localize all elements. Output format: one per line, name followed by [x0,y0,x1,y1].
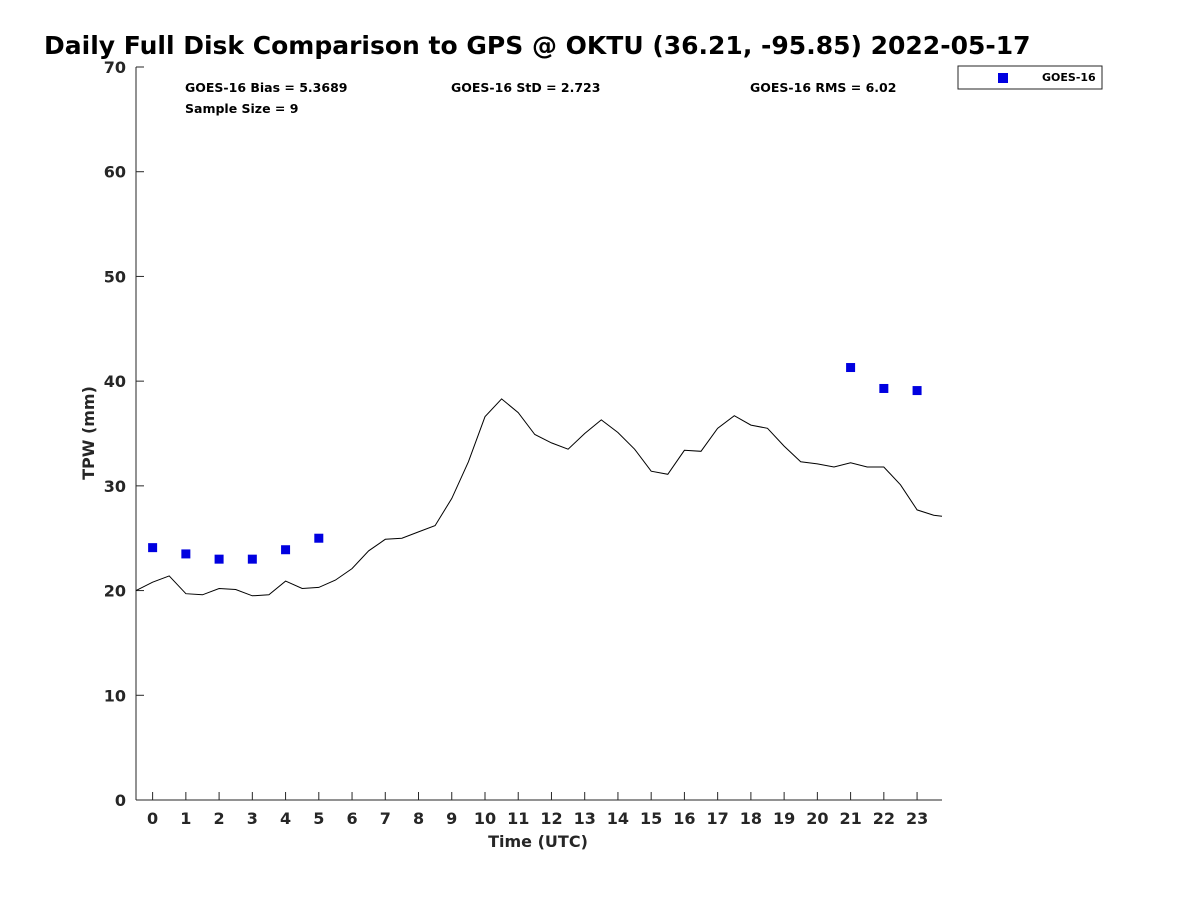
x-tick-label: 14 [607,809,629,828]
legend-marker [998,73,1008,83]
rms-stat: GOES-16 RMS = 6.02 [750,80,896,95]
y-tick-label: 70 [104,58,126,77]
x-tick-label: 2 [214,809,225,828]
x-tick-label: 21 [839,809,861,828]
legend: GOES-16 [957,65,1103,90]
x-tick-label: 9 [446,809,457,828]
goes16-point [879,383,889,393]
y-tick-label: 60 [104,163,126,182]
y-tick-label: 30 [104,477,126,496]
goes16-point [148,543,158,553]
x-ticks: 0 1 2 3 4 5 6 7 8 9 10 11 12 13 14 15 16 17 18 19 20 21 22 23 [147,792,928,828]
x-tick-label: 1 [180,809,191,828]
x-tick-label: 8 [413,809,424,828]
x-tick-label: 11 [507,809,529,828]
x-tick-label: 20 [806,809,828,828]
x-tick-label: 3 [247,809,258,828]
x-tick-label: 5 [313,809,324,828]
x-tick-label: 10 [474,809,496,828]
x-tick-label: 18 [740,809,762,828]
x-axis-label: Time (UTC) [488,832,588,851]
goes16-point [314,533,324,543]
y-tick-label: 0 [115,791,126,810]
goes16-markers [148,363,922,564]
x-tick-label: 16 [673,809,695,828]
x-tick-label: 13 [574,809,596,828]
goes16-point [247,554,257,564]
x-tick-label: 17 [707,809,729,828]
bias-stat: GOES-16 Bias = 5.3689 [185,80,347,95]
y-ticks: 0 10 20 30 40 50 60 70 [104,58,144,810]
x-tick-label: 22 [873,809,895,828]
x-tick-label: 15 [640,809,662,828]
x-tick-label: 0 [147,809,158,828]
y-axis-label: TPW (mm) [79,386,98,480]
y-tick-label: 10 [104,686,126,705]
goes16-point [846,363,856,373]
x-tick-label: 6 [346,809,357,828]
chart-title: Daily Full Disk Comparison to GPS @ OKTU… [44,31,1031,60]
goes16-point [181,549,191,559]
legend-label: GOES-16 [1042,71,1096,84]
x-tick-label: 4 [280,809,291,828]
y-tick-label: 40 [104,372,126,391]
x-tick-label: 12 [540,809,562,828]
std-stat: GOES-16 StD = 2.723 [451,80,600,95]
y-tick-label: 50 [104,267,126,286]
goes16-point [281,545,291,555]
x-tick-label: 19 [773,809,795,828]
goes16-point [214,554,224,564]
legend-box [957,65,1103,90]
x-tick-label: 7 [380,809,391,828]
sample-size-stat: Sample Size = 9 [185,101,298,116]
goes16-point [912,386,922,396]
y-tick-label: 20 [104,582,126,601]
gps-series-line [135,398,943,597]
x-tick-label: 23 [906,809,928,828]
